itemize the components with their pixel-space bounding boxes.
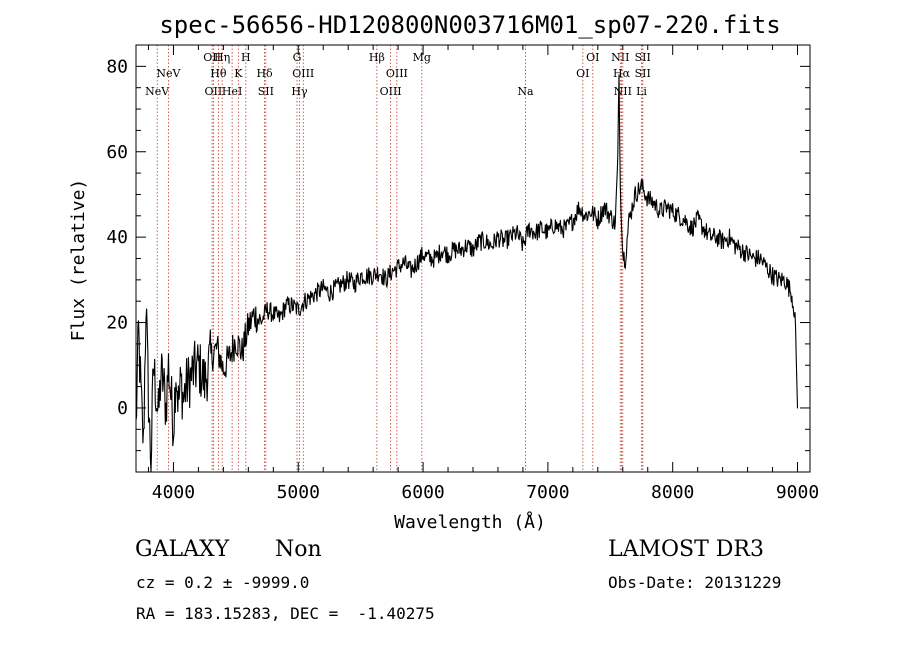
spectral-line-label: OI <box>576 67 589 80</box>
y-tick-label: 0 <box>117 398 128 419</box>
object-class: GALAXY <box>135 537 230 562</box>
ra-dec-line: RA = 183.15283, DEC = -1.40275 <box>136 604 435 623</box>
flux-series-line <box>135 74 799 473</box>
redshift-line: cz = 0.2 ± -9999.0 <box>136 573 310 592</box>
x-tick-label: 7000 <box>526 482 569 503</box>
x-tick-label: 8000 <box>651 482 694 503</box>
spectral-line-label: OIII <box>292 67 314 80</box>
spectral-line-label: Hα <box>613 67 631 80</box>
x-tick-label: 9000 <box>776 482 819 503</box>
spectral-line-label: NeV <box>156 67 181 80</box>
spectral-line-label: G <box>293 51 302 64</box>
y-axis-label: Flux (relative) <box>68 179 89 342</box>
y-tick-label: 80 <box>106 56 128 77</box>
spectral-line-label: SII <box>258 85 274 98</box>
spectral-line-label: Hδ <box>256 67 273 80</box>
spectral-line-label: OII <box>205 85 223 98</box>
x-tick-label: 4000 <box>152 482 195 503</box>
observation-date: Obs-Date: 20131229 <box>608 573 782 592</box>
spectral-line-label: K <box>234 67 243 80</box>
y-tick-label: 20 <box>106 313 128 334</box>
spectral-lines: NeVNeVOIIOIIHηHθHeIKHHδSIIGOIIIHγHβOIIIO… <box>145 45 651 472</box>
spectral-line-label: Na <box>517 85 534 98</box>
y-tick-label: 40 <box>106 227 128 248</box>
spectral-line-label: Hθ <box>210 67 227 80</box>
x-axis-label: Wavelength (Å) <box>394 511 546 533</box>
chart-title: spec-56656-HD120800N003716M01_sp07-220.f… <box>159 11 780 39</box>
survey-name: LAMOST DR3 <box>608 537 764 562</box>
spectral-line-label: NII <box>611 51 629 64</box>
spectral-line-label: OIII <box>386 67 408 80</box>
spectral-line-label: OIII <box>380 85 402 98</box>
spectral-line-label: Hβ <box>369 51 385 64</box>
spectral-line-label: NII <box>614 85 632 98</box>
plot-frame <box>135 44 811 473</box>
object-subclass: Non <box>275 537 322 562</box>
spectral-line-label: Hγ <box>291 85 308 98</box>
y-tick-label: 60 <box>106 142 128 163</box>
spectral-line-label: OI <box>586 51 599 64</box>
spectral-line-label: HeI <box>222 85 242 98</box>
x-tick-label: 5000 <box>277 482 320 503</box>
spectral-line-label: Mg <box>413 51 431 64</box>
spectral-line-label: Li <box>636 85 647 98</box>
spectral-line-label: SII <box>635 51 651 64</box>
spectral-line-label: NeV <box>145 85 170 98</box>
x-tick-label: 6000 <box>401 482 444 503</box>
spectral-line-label: SII <box>635 67 651 80</box>
axis-ticks: 4000 5000 6000 7000 8000 9000 0 20 40 60 80 <box>106 45 819 503</box>
spectral-line-label: H <box>241 51 251 64</box>
spectral-line-label: OII <box>203 51 221 64</box>
spectral-line-label: Hη <box>214 51 230 64</box>
